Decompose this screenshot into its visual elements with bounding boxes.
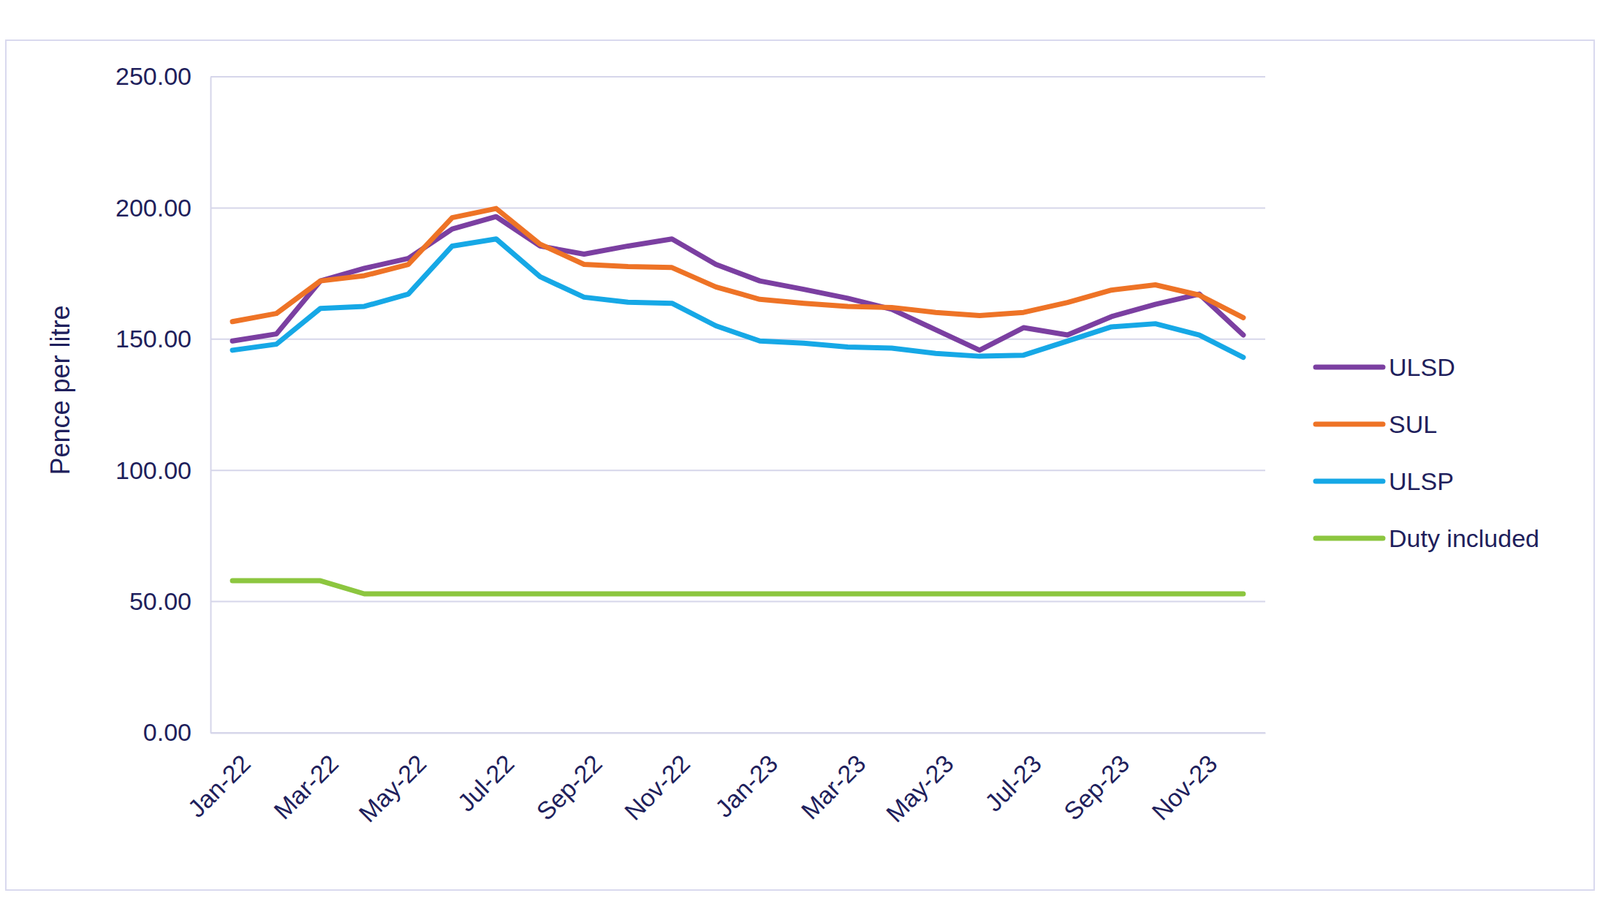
x-tick-label: Sep-23 bbox=[1058, 748, 1135, 825]
grid bbox=[210, 76, 1266, 733]
x-tick: Jul-22 bbox=[451, 732, 519, 817]
x-tick: May-22 bbox=[353, 732, 432, 827]
x-tick-label: Nov-23 bbox=[1146, 748, 1223, 825]
x-tick-label: Mar-22 bbox=[268, 748, 344, 824]
lines bbox=[232, 208, 1244, 594]
x-tick: Jan-23 bbox=[709, 732, 783, 823]
y-tick: 50.00 bbox=[129, 586, 211, 615]
y-tick: 0.00 bbox=[143, 717, 211, 746]
legend-swatch bbox=[1315, 478, 1383, 484]
x-tick-label: Jan-22 bbox=[182, 748, 256, 822]
y-axis: 0.00 50.00 100.00 150.00 200.00 250.00 bbox=[115, 62, 212, 746]
series-line bbox=[232, 239, 1244, 358]
x-tick-label: Jul-23 bbox=[979, 748, 1047, 816]
x-tick-label: Jan-23 bbox=[709, 748, 783, 822]
grid-line bbox=[210, 206, 1266, 209]
series-line bbox=[232, 216, 1244, 351]
x-tick: May-23 bbox=[880, 732, 959, 827]
x-tick-label: Mar-23 bbox=[795, 748, 872, 824]
series-line bbox=[232, 580, 1244, 594]
legend-label: ULSD bbox=[1388, 353, 1456, 381]
legend-swatch bbox=[1315, 421, 1383, 427]
chart: 0.0050.00100.00150.00200.00250.00Jan-22M… bbox=[0, 0, 1600, 901]
x-tick-label: May-23 bbox=[880, 748, 959, 827]
x-tick: Jul-23 bbox=[979, 732, 1047, 817]
y-tick-label: 100.00 bbox=[115, 456, 192, 484]
x-tick: Nov-22 bbox=[619, 732, 696, 826]
x-axis: Jan-22Mar-22May-22 Jul-22Sep-22Nov-22Jan-… bbox=[182, 732, 1266, 827]
y-tick: 200.00 bbox=[115, 193, 211, 222]
legend-label: Duty included bbox=[1388, 524, 1540, 552]
x-tick: Jan-22 bbox=[182, 732, 256, 823]
x-tick: Sep-23 bbox=[1058, 732, 1135, 826]
x-tick-label: Jul-22 bbox=[451, 748, 519, 816]
x-tick-label: Nov-22 bbox=[619, 748, 696, 825]
x-tick-label: Sep-22 bbox=[530, 748, 607, 825]
x-tick: Mar-23 bbox=[795, 732, 872, 824]
legend: ULSD SUL ULSP Duty included bbox=[1315, 353, 1540, 552]
x-tick: Mar-22 bbox=[268, 732, 344, 824]
y-tick: 250.00 bbox=[115, 62, 211, 90]
legend-swatch bbox=[1315, 535, 1383, 541]
x-axis-line bbox=[211, 732, 1266, 734]
grid-line bbox=[210, 338, 1266, 340]
legend-swatch bbox=[1315, 364, 1383, 370]
grid-line bbox=[210, 600, 1266, 603]
y-tick-label: 200.00 bbox=[115, 193, 192, 222]
y-tick-label: 250.00 bbox=[115, 62, 192, 90]
y-tick: 150.00 bbox=[115, 324, 211, 353]
x-tick: Sep-22 bbox=[530, 732, 607, 826]
chart-frame bbox=[5, 40, 1595, 890]
y-axis-line bbox=[210, 77, 212, 734]
y-tick: 100.00 bbox=[115, 456, 211, 484]
grid-line bbox=[210, 469, 1266, 471]
y-tick-label: 150.00 bbox=[115, 324, 192, 353]
y-axis-title: Pence per litre bbox=[45, 304, 76, 475]
legend-label: ULSP bbox=[1388, 467, 1454, 495]
legend-label: SUL bbox=[1388, 410, 1438, 438]
grid-line bbox=[210, 731, 1266, 734]
y-tick-label: 0.00 bbox=[143, 717, 192, 746]
grid-line bbox=[210, 76, 1266, 78]
series-line bbox=[232, 208, 1244, 322]
x-tick: Nov-23 bbox=[1146, 732, 1223, 826]
x-tick-label: May-22 bbox=[353, 748, 432, 827]
y-tick-label: 50.00 bbox=[129, 586, 192, 615]
